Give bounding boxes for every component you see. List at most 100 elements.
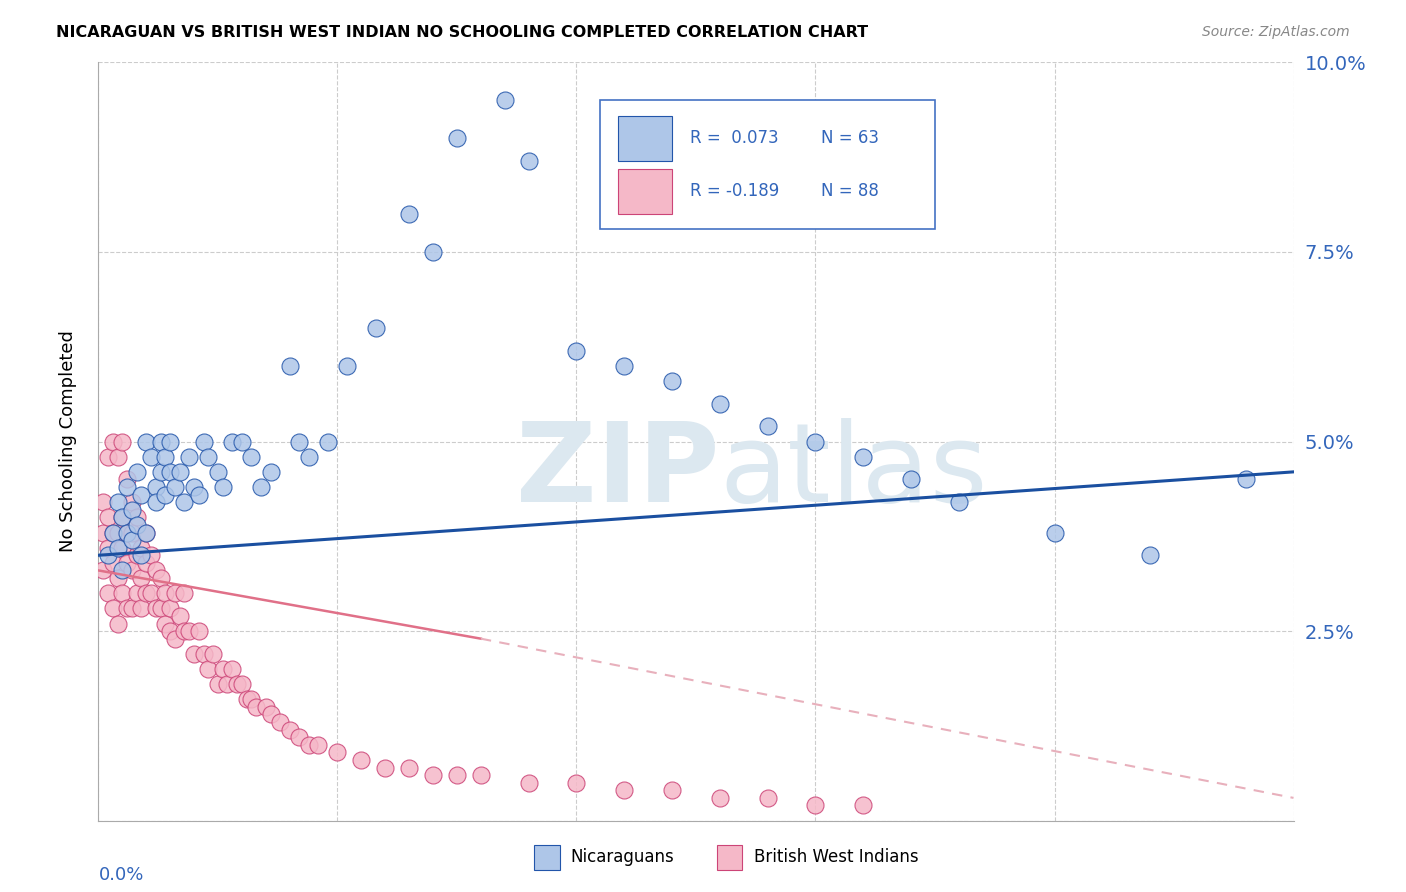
Point [91, 495, 114, 509]
Point [155, 488, 177, 502]
Point [169, 465, 191, 479]
Point [107, 571, 129, 585]
Point [852, 450, 875, 464]
Point [101, 525, 124, 540]
Point [221, 662, 243, 676]
Text: British West Indians: British West Indians [754, 848, 918, 866]
Point [169, 609, 191, 624]
Point [101, 525, 124, 540]
Point [804, 798, 827, 813]
Point [517, 776, 540, 790]
Point [97, 548, 120, 563]
Point [91, 525, 114, 540]
Y-axis label: No Schooling Completed: No Schooling Completed [59, 331, 77, 552]
Point [97, 586, 120, 600]
Point [173, 495, 195, 509]
Point [187, 488, 209, 502]
Point [446, 131, 468, 145]
Point [135, 434, 157, 449]
Point [250, 480, 273, 494]
Point [155, 450, 177, 464]
FancyBboxPatch shape [619, 169, 672, 214]
Point [235, 692, 257, 706]
Point [240, 692, 263, 706]
Point [470, 768, 492, 782]
Point [422, 768, 444, 782]
Point [900, 473, 922, 487]
Point [226, 677, 249, 691]
Point [111, 510, 134, 524]
Point [115, 473, 138, 487]
Point [709, 396, 731, 410]
Point [159, 434, 181, 449]
Point [197, 662, 219, 676]
Point [107, 616, 129, 631]
Point [125, 517, 148, 532]
Point [125, 510, 148, 524]
Point [139, 450, 162, 464]
Point [517, 154, 540, 169]
Point [217, 677, 239, 691]
Point [852, 798, 875, 813]
Point [159, 624, 181, 639]
Point [179, 624, 201, 639]
Point [613, 359, 636, 373]
Point [145, 495, 167, 509]
Point [364, 320, 387, 334]
Point [149, 601, 172, 615]
Point [131, 488, 153, 502]
Point [211, 662, 233, 676]
Point [111, 586, 134, 600]
Point [121, 495, 143, 509]
Point [207, 677, 229, 691]
Point [254, 699, 277, 714]
Point [159, 465, 181, 479]
Point [173, 624, 195, 639]
Point [756, 419, 779, 434]
Text: R = -0.189: R = -0.189 [690, 182, 779, 201]
Point [221, 434, 243, 449]
Point [91, 564, 114, 578]
Point [121, 601, 143, 615]
Text: Source: ZipAtlas.com: Source: ZipAtlas.com [1202, 25, 1350, 39]
Point [494, 94, 516, 108]
Point [139, 548, 162, 563]
Point [288, 434, 311, 449]
Text: Nicaraguans: Nicaraguans [571, 848, 675, 866]
Point [173, 586, 195, 600]
Point [107, 450, 129, 464]
Point [115, 556, 138, 570]
Point [107, 525, 129, 540]
Point [288, 730, 311, 744]
Text: NICARAGUAN VS BRITISH WEST INDIAN NO SCHOOLING COMPLETED CORRELATION CHART: NICARAGUAN VS BRITISH WEST INDIAN NO SCH… [56, 25, 869, 40]
Point [1234, 473, 1257, 487]
Point [135, 556, 157, 570]
Point [163, 586, 186, 600]
Point [111, 510, 134, 524]
Text: N = 63: N = 63 [821, 129, 880, 147]
Text: ZIP: ZIP [516, 418, 720, 525]
Text: N = 88: N = 88 [821, 182, 879, 201]
Point [193, 434, 215, 449]
Point [145, 564, 167, 578]
Point [183, 647, 205, 661]
Point [298, 738, 321, 752]
Point [163, 480, 186, 494]
Point [326, 746, 349, 760]
Point [97, 450, 120, 464]
Point [1043, 525, 1066, 540]
Point [115, 480, 138, 494]
Point [121, 503, 143, 517]
Point [245, 699, 267, 714]
Point [613, 783, 636, 797]
Point [111, 541, 134, 555]
Point [398, 760, 420, 774]
Point [115, 601, 138, 615]
Point [131, 541, 153, 555]
Point [145, 601, 167, 615]
Point [125, 548, 148, 563]
Point [135, 525, 157, 540]
Point [259, 707, 281, 722]
FancyBboxPatch shape [619, 116, 672, 161]
Point [197, 450, 219, 464]
